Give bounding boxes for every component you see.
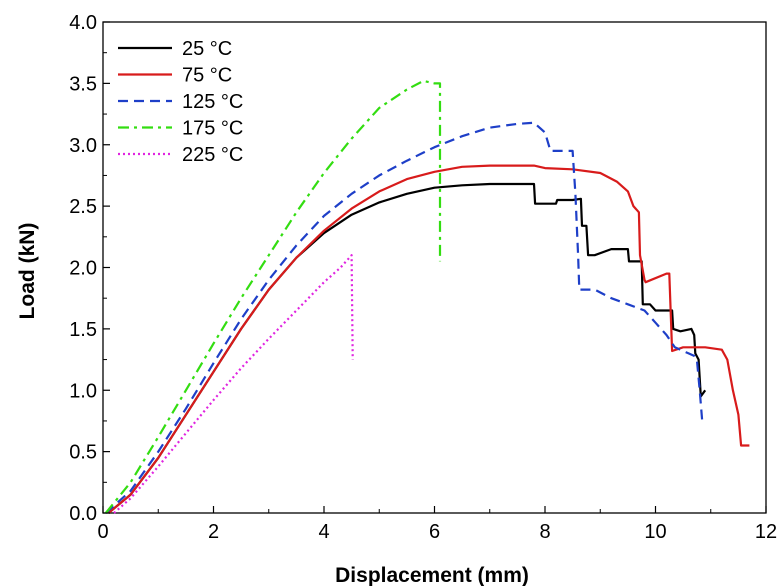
y-tick-label: 4.0	[69, 12, 97, 34]
legend-label-3: 175 °C	[182, 118, 243, 140]
x-tick-label: 10	[644, 521, 666, 543]
x-tick-label: 2	[208, 521, 219, 543]
y-tick-label: 1.5	[69, 319, 97, 341]
y-tick-label: 3.0	[69, 135, 97, 157]
x-tick-label: 12	[755, 521, 777, 543]
legend-label-1: 75 °C	[182, 65, 232, 87]
series-line-1	[107, 164, 750, 514]
legend: 25 °C 75 °C 125 °C 175 °C 225 °C	[118, 38, 243, 166]
y-tick-label: 1.0	[69, 380, 97, 402]
y-tick-label: 2.5	[69, 196, 97, 218]
x-axis-title: Displacement (mm)	[335, 564, 529, 586]
x-tick-label: 8	[539, 521, 550, 543]
y-tick-label: 3.5	[69, 73, 97, 95]
ticks-layer: 0 2 4 6 8 10 12 0.0 0.5 1.0 1.5 2.0 2.5 3.0 3.5 4.0	[69, 12, 777, 543]
series-line-0	[107, 182, 707, 514]
series-line-2	[105, 121, 704, 514]
x-tick-label: 6	[429, 521, 440, 543]
series-line-3	[104, 79, 442, 514]
y-tick-label: 0.0	[69, 503, 97, 525]
legend-label-4: 225 °C	[182, 144, 243, 166]
y-axis-title: Load (kN)	[16, 223, 39, 320]
legend-label-2: 125 °C	[182, 91, 243, 113]
y-tick-label: 0.5	[69, 442, 97, 464]
series-line-4	[113, 254, 354, 514]
x-tick-label: 4	[318, 521, 329, 543]
legend-label-0: 25 °C	[182, 38, 232, 60]
y-tick-label: 2.0	[69, 258, 97, 280]
x-tick-label: 0	[97, 521, 108, 543]
series-layer	[104, 79, 750, 514]
